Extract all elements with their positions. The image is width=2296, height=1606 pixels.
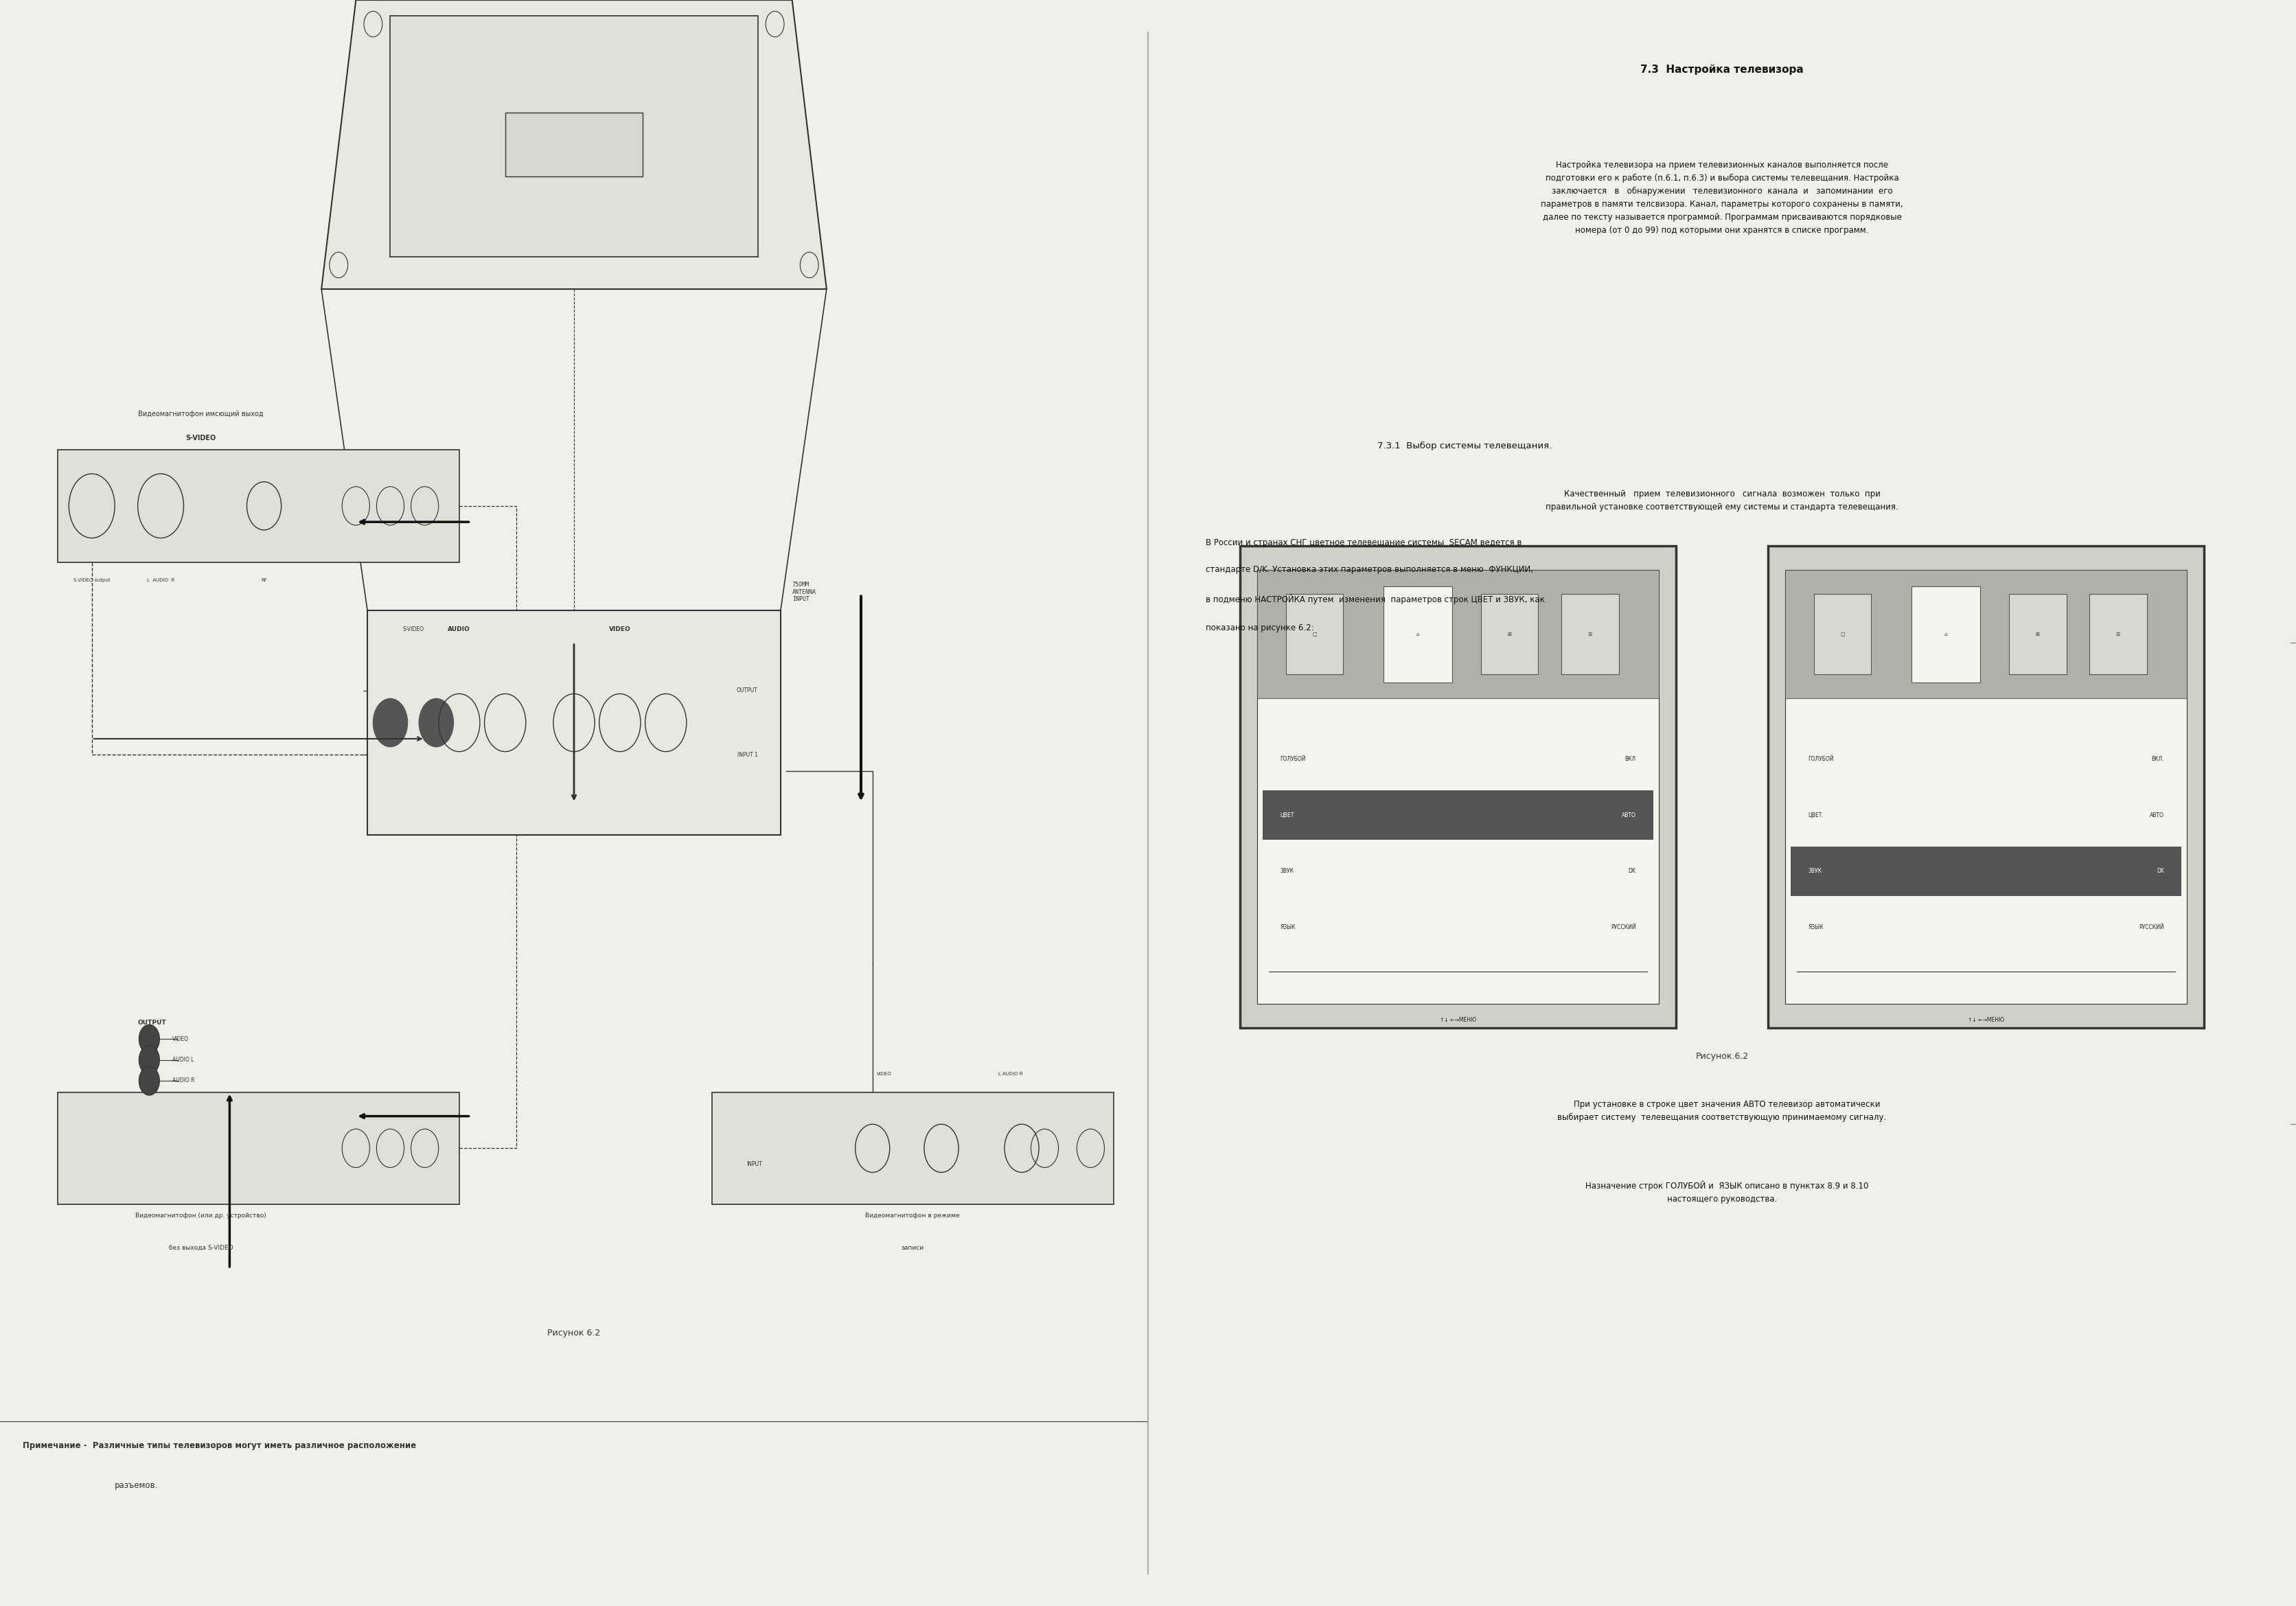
Bar xyxy=(1258,570,1658,699)
FancyBboxPatch shape xyxy=(1768,546,2204,1028)
Text: ВКЛ.: ВКЛ. xyxy=(2151,756,2163,761)
Text: L  AUDIO  R: L AUDIO R xyxy=(147,578,174,583)
Circle shape xyxy=(418,699,452,747)
Bar xyxy=(390,16,758,257)
Circle shape xyxy=(138,1046,158,1074)
Text: L AUDIO R: L AUDIO R xyxy=(999,1071,1022,1076)
Text: При установке в строке цвет значения АВТО телевизор автоматически
выбирает систе: При установке в строке цвет значения АВТ… xyxy=(1557,1100,1887,1123)
Bar xyxy=(505,112,643,177)
Text: ЗВУК: ЗВУК xyxy=(1281,869,1293,874)
Text: □: □ xyxy=(1841,633,1844,636)
Text: АВТО: АВТО xyxy=(1621,813,1635,817)
Text: РУССКИЙ: РУССКИЙ xyxy=(1612,925,1635,930)
Bar xyxy=(57,450,459,562)
Text: без выхода S-VIDEO: без выхода S-VIDEO xyxy=(170,1245,232,1251)
Bar xyxy=(1481,594,1538,675)
Text: стандарте D/K. Установка этих параметров выполняется в меню  ФУНКЦИИ,: стандарте D/K. Установка этих параметров… xyxy=(1205,565,1534,575)
Text: ⊞: ⊞ xyxy=(2037,633,2039,636)
Text: АВТО: АВТО xyxy=(2149,813,2163,817)
Text: S-VIDEO: S-VIDEO xyxy=(402,626,425,633)
Text: INPUT 1: INPUT 1 xyxy=(737,752,758,758)
Bar xyxy=(1561,594,1619,675)
Text: INPUT: INPUT xyxy=(746,1161,762,1168)
Text: показано на рисунке 6.2:: показано на рисунке 6.2: xyxy=(1205,623,1313,633)
Text: ЦВЕТ: ЦВЕТ xyxy=(1281,813,1295,817)
Text: OUTPUT: OUTPUT xyxy=(138,1020,165,1026)
Text: ⊞: ⊞ xyxy=(1508,633,1511,636)
Text: ЗВУК: ЗВУК xyxy=(1809,869,1821,874)
Text: В России и странах СНГ цветное телевещание системы  SECAM ведется в: В России и странах СНГ цветное телевещан… xyxy=(1205,538,1522,548)
Text: DK: DK xyxy=(1628,869,1635,874)
Bar xyxy=(1258,570,1658,1004)
Text: разъемов.: разъемов. xyxy=(115,1481,158,1490)
Text: в подменю НАСТРОЙКА путем  изменения  параметров строк ЦВЕТ и ЗВУК, как: в подменю НАСТРОЙКА путем изменения пара… xyxy=(1205,594,1545,604)
Text: S-VIDEO output: S-VIDEO output xyxy=(73,578,110,583)
Text: RF: RF xyxy=(262,578,266,583)
FancyBboxPatch shape xyxy=(1240,546,1676,1028)
Text: AUDIO: AUDIO xyxy=(448,626,471,633)
Bar xyxy=(1382,586,1451,683)
Text: ⌂: ⌂ xyxy=(1417,633,1419,636)
Bar xyxy=(1286,594,1343,675)
Text: Видеомагнитофон (или др. устройство): Видеомагнитофон (или др. устройство) xyxy=(135,1213,266,1219)
Bar xyxy=(367,610,781,835)
Text: VIDEO: VIDEO xyxy=(172,1036,188,1042)
Text: ЦВЕТ.: ЦВЕТ. xyxy=(1809,813,1823,817)
Bar xyxy=(2089,594,2147,675)
Polygon shape xyxy=(321,0,827,289)
Text: ↑↓ ←→МЕНЮ: ↑↓ ←→МЕНЮ xyxy=(1440,1017,1476,1023)
Bar xyxy=(1814,594,1871,675)
Bar xyxy=(1910,586,1979,683)
Text: AUDIO R: AUDIO R xyxy=(172,1078,195,1084)
Circle shape xyxy=(138,1025,158,1054)
Text: VIDEO: VIDEO xyxy=(608,626,631,633)
Text: ☰: ☰ xyxy=(1589,633,1591,636)
Text: Видеомагнитофон в режиме: Видеомагнитофон в режиме xyxy=(866,1213,960,1219)
Circle shape xyxy=(372,699,409,747)
Text: Рисунок.6.2: Рисунок.6.2 xyxy=(1694,1052,1750,1062)
Text: Рисунок 6.2: Рисунок 6.2 xyxy=(546,1328,602,1338)
Text: ВКЛ: ВКЛ xyxy=(1626,756,1635,761)
Text: AUDIO L: AUDIO L xyxy=(172,1057,193,1063)
Text: ↑↓ ←→МЕНЮ: ↑↓ ←→МЕНЮ xyxy=(1968,1017,2004,1023)
Text: ГОЛУБОЙ: ГОЛУБОЙ xyxy=(1281,756,1306,761)
Text: Назначение строк ГОЛУБОЙ и  ЯЗЫК описано в пунктах 8.9 и 8.10
настоящего руковод: Назначение строк ГОЛУБОЙ и ЯЗЫК описано … xyxy=(1575,1180,1869,1203)
Text: ☰: ☰ xyxy=(2117,633,2119,636)
Bar xyxy=(1263,790,1653,840)
Text: Настройка телевизора на прием телевизионных каналов выполняется после
подготовки: Настройка телевизора на прием телевизион… xyxy=(1541,161,1903,234)
Text: OUTPUT: OUTPUT xyxy=(737,687,758,694)
Text: ГОЛУБОЙ: ГОЛУБОЙ xyxy=(1809,756,1835,761)
Bar xyxy=(1786,570,2186,699)
Circle shape xyxy=(138,1066,158,1095)
Bar xyxy=(2009,594,2066,675)
Text: VIDEO: VIDEO xyxy=(877,1071,891,1076)
Text: ЯЗЫК: ЯЗЫК xyxy=(1809,925,1823,930)
Text: 7.3.1  Выбор системы телевещания.: 7.3.1 Выбор системы телевещания. xyxy=(1378,442,1552,451)
Text: 75ОМM
ANTENNA
INPUT: 75ОМM ANTENNA INPUT xyxy=(792,581,815,602)
Bar xyxy=(57,1092,459,1204)
Text: записи: записи xyxy=(902,1245,923,1251)
Text: DK: DK xyxy=(2156,869,2163,874)
Bar xyxy=(1791,846,2181,896)
Bar xyxy=(1786,570,2186,1004)
Text: 7.3  Настройка телевизора: 7.3 Настройка телевизора xyxy=(1639,64,1805,75)
Text: S-VIDEO: S-VIDEO xyxy=(186,435,216,442)
Text: ⌂: ⌂ xyxy=(1945,633,1947,636)
Text: ЯЗЫК: ЯЗЫК xyxy=(1281,925,1295,930)
Bar xyxy=(712,1092,1114,1204)
Text: Качественный   прием  телевизионного   сигнала  возможен  только  при
правильной: Качественный прием телевизионного сигнал… xyxy=(1545,490,1899,512)
Text: □: □ xyxy=(1313,633,1316,636)
Text: Примечание -  Различные типы телевизоров могут иметь различное расположение: Примечание - Различные типы телевизоров … xyxy=(23,1441,416,1450)
Text: РУССКИЙ: РУССКИЙ xyxy=(2140,925,2163,930)
Text: Видеомагнитофон имсющий выход: Видеомагнитофон имсющий выход xyxy=(138,411,264,418)
